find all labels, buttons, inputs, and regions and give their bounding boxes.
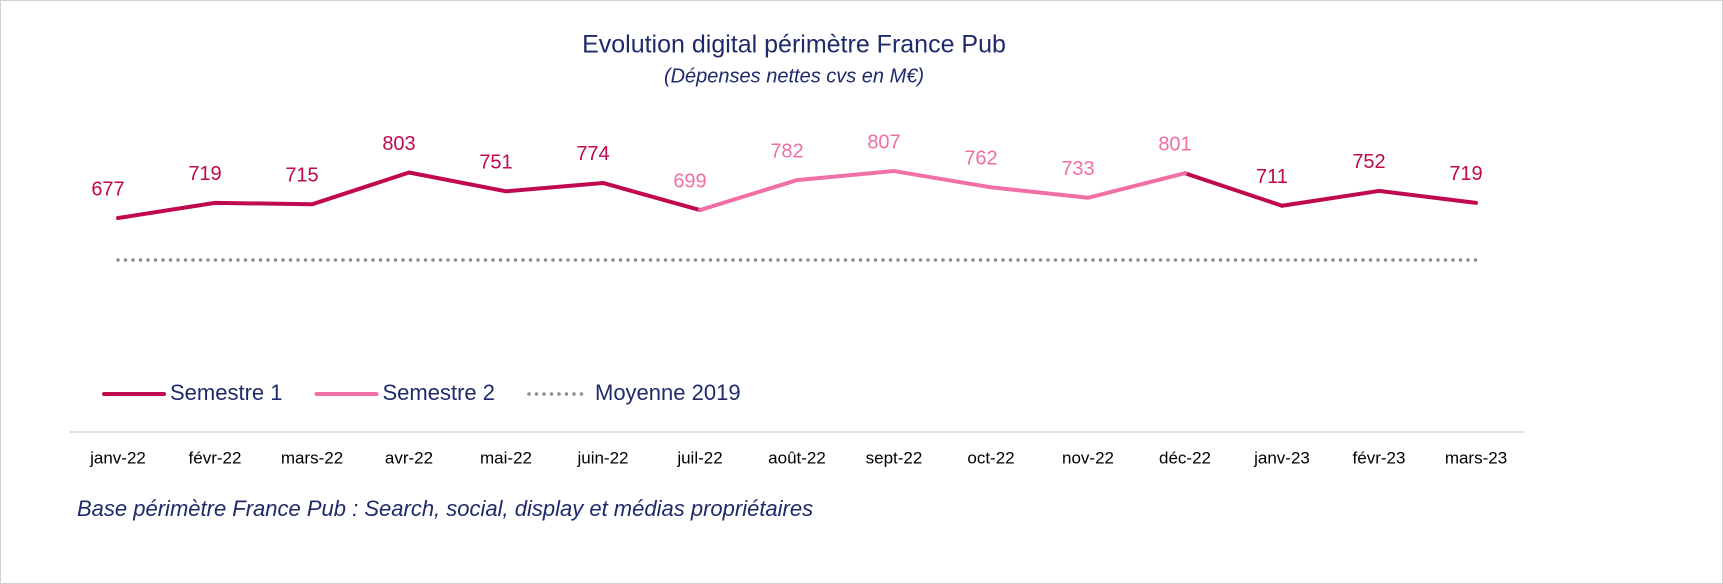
data-label: 751 [479, 152, 512, 174]
x-tick-label: janv-23 [1253, 448, 1310, 467]
series-line [116, 170, 605, 221]
legend-label: Semestre 1 [170, 380, 283, 405]
x-tick-label: févr-23 [1353, 448, 1406, 467]
chart-subtitle: (Dépenses nettes cvs en M€) [664, 65, 924, 87]
x-tick-label: mai-22 [480, 448, 532, 467]
footnote: Base périmètre France Pub : Search, soci… [77, 496, 813, 521]
x-tick-label: avr-22 [385, 448, 433, 467]
x-tick-label: déc-22 [1159, 448, 1211, 467]
data-label: 807 [867, 131, 900, 153]
x-tick-label: oct-22 [967, 448, 1014, 467]
x-tick-label: nov-22 [1062, 448, 1114, 467]
data-label: 711 [1256, 166, 1288, 188]
legend-label: Moyenne 2019 [595, 380, 741, 405]
series-line [1280, 188, 1478, 208]
data-label: 733 [1061, 158, 1094, 180]
connector [601, 180, 702, 213]
data-label: 677 [91, 178, 124, 200]
legend-label: Semestre 2 [383, 380, 496, 405]
data-label: 719 [1449, 163, 1482, 185]
x-tick-label: mars-23 [1445, 448, 1507, 467]
x-tick-label: juil-22 [676, 448, 722, 467]
data-label: 782 [770, 140, 803, 162]
x-tick-label: août-22 [768, 448, 826, 467]
chart-title: Evolution digital périmètre France Pub [582, 31, 1006, 59]
data-label: 774 [576, 143, 609, 165]
data-label: 719 [188, 163, 221, 185]
data-label: 762 [964, 148, 997, 170]
data-label: 801 [1158, 133, 1191, 155]
data-label: 803 [382, 133, 415, 155]
x-tick-label: févr-22 [189, 448, 242, 467]
x-tick-label: janv-22 [89, 448, 146, 467]
connector [1183, 171, 1284, 208]
data-label: 715 [285, 165, 318, 187]
x-tick-label: juin-22 [576, 448, 628, 467]
data-label: 699 [673, 170, 706, 192]
series-line [698, 169, 1187, 213]
data-label: 752 [1352, 151, 1385, 173]
x-tick-label: sept-22 [866, 448, 923, 467]
x-tick-label: mars-22 [281, 448, 343, 467]
